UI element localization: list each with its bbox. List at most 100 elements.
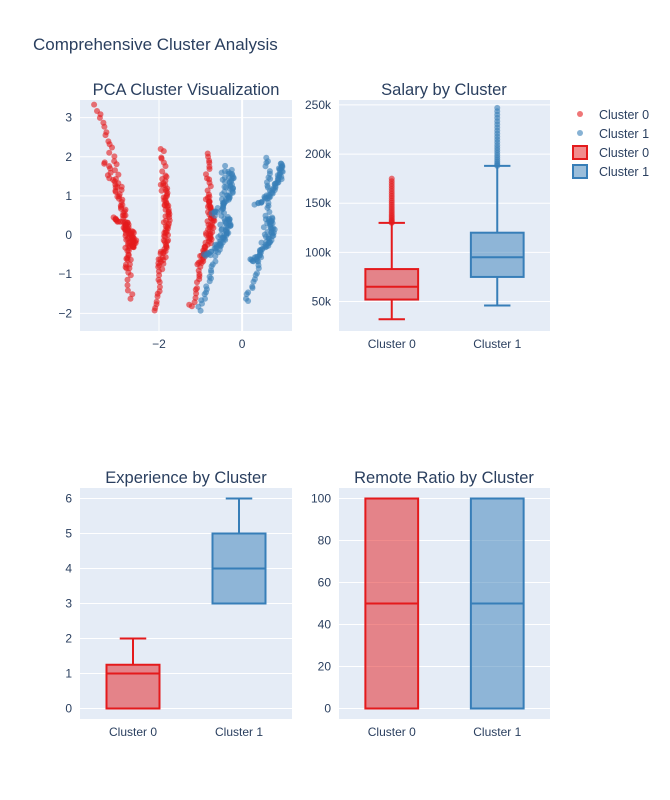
remote-ratio-box-panel: Remote Ratio by Cluster 0 20 40 60 80 100 Clus…: [311, 469, 550, 739]
pca-point: [219, 191, 226, 198]
pca-point: [262, 163, 269, 170]
legend-label: Cluster 1: [599, 165, 649, 179]
salary-subplot-title: Salary by Cluster: [381, 81, 507, 99]
pca-point: [124, 282, 131, 289]
pca-point: [161, 233, 168, 239]
pca-point: [115, 218, 122, 225]
pca-point: [249, 258, 256, 264]
pca-point: [102, 132, 109, 139]
pca-point: [115, 171, 122, 178]
pca-point: [245, 298, 252, 304]
pca-x-tick-label: −2: [152, 337, 166, 351]
legend-box-icon: [572, 164, 588, 179]
pca-x-tick-label: 0: [239, 337, 246, 351]
pca-y-tick-label: 0: [65, 228, 72, 242]
pca-subplot-title: PCA Cluster Visualization: [93, 81, 280, 99]
pca-y-tick-label: 2: [65, 150, 72, 164]
pca-point: [129, 291, 136, 298]
pca-point: [127, 272, 134, 279]
pca-point: [113, 161, 120, 168]
pca-point: [218, 169, 225, 176]
experience-box-cluster-0: [105, 637, 161, 710]
pca-point: [161, 238, 168, 245]
pca-point: [124, 276, 131, 283]
experience-x-tick-label: Cluster 1: [215, 725, 263, 739]
legend-marker-icon: [577, 130, 583, 136]
figure-title: Comprehensive Cluster Analysis: [33, 35, 278, 54]
pca-point: [197, 307, 204, 314]
pca-point: [194, 261, 201, 268]
salary-y-tick-label: 250k: [305, 98, 332, 112]
remote-ratio-box-cluster-0: [364, 497, 420, 710]
pca-point: [193, 290, 200, 297]
experience-y-tick-label: 6: [65, 492, 72, 506]
remote-ratio-y-tick-label: 20: [318, 660, 332, 674]
pca-point: [218, 207, 225, 214]
experience-box-panel: Experience by Cluster 0 1 2 3 4 5 6 Cluster 0 Cl…: [65, 469, 292, 739]
pca-point: [124, 287, 131, 294]
legend-item-cluster-0-box[interactable]: Cluster 0: [572, 145, 649, 160]
remote-ratio-y-tick-label: 60: [318, 576, 332, 590]
pca-point: [162, 163, 169, 170]
pca-point: [124, 247, 131, 254]
pca-y-tick-label: 3: [65, 111, 72, 125]
pca-point: [212, 248, 219, 254]
experience-y-tick-label: 3: [65, 597, 72, 611]
legend-label: Cluster 0: [599, 146, 649, 160]
experience-y-tick-label: 2: [65, 632, 72, 646]
salary-box-panel: Salary by Cluster 50k 100k 150k 200k 250k Clu…: [305, 81, 550, 351]
experience-box-cluster-1: [211, 497, 267, 605]
legend-box-icon: [572, 145, 588, 160]
salary-box-cluster-0: [364, 175, 420, 321]
pca-point: [101, 123, 108, 130]
salary-y-tick-label: 100k: [305, 245, 332, 259]
remote-ratio-y-tick-label: 100: [311, 492, 331, 506]
legend-item-cluster-1-scatter[interactable]: Cluster 1: [577, 127, 649, 141]
experience-y-tick-label: 5: [65, 527, 72, 541]
legend-marker-icon: [577, 111, 583, 117]
pca-series-cluster-0: [91, 101, 218, 314]
salary-y-tick-label: 50k: [312, 295, 332, 309]
salary-outlier-point: [494, 104, 501, 111]
legend-item-cluster-1-box[interactable]: Cluster 1: [572, 164, 649, 179]
pca-point: [111, 153, 118, 160]
pca-point: [222, 179, 229, 186]
pca-point: [91, 101, 98, 108]
pca-y-tick-label: −1: [58, 267, 72, 281]
pca-point: [208, 269, 215, 276]
experience-y-tick-label: 1: [65, 667, 72, 681]
pca-point: [127, 295, 134, 302]
legend-item-cluster-0-scatter[interactable]: Cluster 0: [577, 108, 649, 122]
pca-point: [201, 291, 208, 298]
pca-point: [188, 303, 195, 310]
pca-point: [211, 212, 218, 219]
salary-y-tick-label: 150k: [305, 196, 332, 210]
pca-point: [217, 221, 224, 228]
experience-y-tick-label: 0: [65, 702, 72, 716]
remote-ratio-y-tick-label: 40: [318, 618, 332, 632]
pca-point: [207, 183, 214, 190]
remote-ratio-subplot-title: Remote Ratio by Cluster: [354, 469, 534, 487]
pca-series-cluster-1: [195, 154, 286, 314]
experience-iqr-box: [105, 663, 161, 710]
pca-point: [123, 265, 130, 272]
pca-point: [130, 244, 137, 251]
pca-point: [156, 279, 163, 286]
salary-x-tick-label: Cluster 1: [473, 337, 521, 351]
pca-point: [206, 166, 213, 172]
pca-point: [156, 272, 163, 279]
legend-label: Cluster 0: [599, 108, 649, 122]
pca-point: [212, 253, 219, 260]
pca-point: [159, 168, 166, 175]
experience-x-tick-label: Cluster 0: [109, 725, 157, 739]
experience-subplot-title: Experience by Cluster: [105, 469, 267, 487]
pca-point: [202, 252, 209, 259]
remote-ratio-y-tick-label: 80: [318, 534, 332, 548]
pca-point: [106, 149, 113, 156]
experience-y-tick-label: 4: [65, 562, 72, 576]
pca-point: [243, 291, 250, 298]
legend: Cluster 0 Cluster 1 Cluster 0 Cluster 1: [572, 108, 649, 179]
salary-iqr-box: [364, 268, 420, 301]
pca-point: [101, 160, 108, 167]
